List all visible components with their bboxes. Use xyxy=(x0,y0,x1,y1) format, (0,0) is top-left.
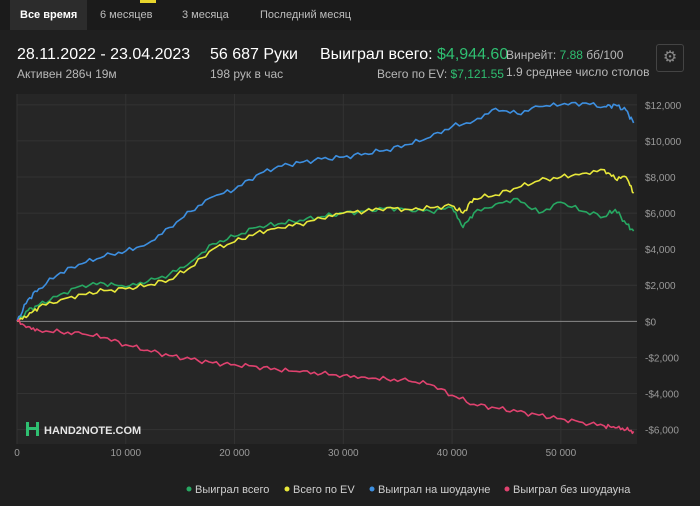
legend-label-2: Всего по EV xyxy=(293,484,355,496)
hands-per-hour: 198 рук в час xyxy=(210,67,284,81)
legend-marker-4 xyxy=(504,486,510,492)
legend-label-3: Выиграл на шоудауне xyxy=(378,484,490,496)
y-tick-label: $12,000 xyxy=(645,101,682,112)
plot-area xyxy=(17,94,637,444)
legend-label-4: Выиграл без шоудауна xyxy=(513,484,631,496)
hand2note-logo-icon: HAND2NOTE.COM xyxy=(26,422,141,437)
y-tick-label: $4,000 xyxy=(645,245,676,256)
legend-label-1: Выиграл всего xyxy=(195,484,269,496)
tab-6-months[interactable]: 6 месяцев xyxy=(100,9,153,21)
ev-total: Всего по EV: $7,121.55 xyxy=(377,67,504,81)
y-axis-ticks: -$6,000 -$4,000 -$2,000 $0 $2,000 $4,000 $6,00… xyxy=(645,101,682,437)
won-total: Выиграл всего: $4,944.60 xyxy=(320,46,508,64)
legend-marker-2 xyxy=(284,486,290,492)
winrate: Винрейт: 7.88 бб/100 xyxy=(506,48,623,62)
winrate-value: 7.88 xyxy=(559,48,583,62)
series-line-4 xyxy=(16,319,635,435)
ev-label: Всего по EV: xyxy=(377,67,448,81)
chart-svg: 0 10 000 20 000 30 000 40 000 50 000 -$6,000-… xyxy=(14,94,682,496)
x-tick-label: 10 000 xyxy=(110,448,141,459)
y-tick-label: $10,000 xyxy=(645,137,682,148)
logo-text: HAND2NOTE.COM xyxy=(44,425,141,437)
y-tick-label: -$2,000 xyxy=(645,353,679,364)
logo-bar-mid xyxy=(26,427,39,430)
x-tick-label: 20 000 xyxy=(219,448,250,459)
tab-active-marker xyxy=(140,0,156,3)
gear-icon[interactable]: ⚙ xyxy=(656,44,684,72)
chart-legend: Выиграл всего Всего по EV Выиграл на шоуда… xyxy=(186,484,631,496)
tab-3-months[interactable]: 3 месяца xyxy=(182,9,229,21)
avg-tables: 1.9 среднее число столов xyxy=(506,65,650,79)
x-tick-label: 50 000 xyxy=(546,448,577,459)
tab-all-time[interactable]: Все время xyxy=(10,0,88,30)
tab-last-month[interactable]: Последний месяц xyxy=(260,9,352,21)
winrate-label: Винрейт: xyxy=(506,48,557,62)
period-range: 28.11.2022 - 23.04.2023 xyxy=(17,46,191,63)
chart-grid xyxy=(16,94,637,444)
chart-series xyxy=(16,101,635,435)
won-total-value: $4,944.60 xyxy=(437,46,509,63)
legend-marker-1 xyxy=(186,486,192,492)
x-tick-label: 40 000 xyxy=(437,448,468,459)
y-tick-label: $0 xyxy=(645,317,657,328)
profit-chart: 0 10 000 20 000 30 000 40 000 50 000 -$6,000-… xyxy=(0,94,700,501)
active-time: Активен 286ч 19м xyxy=(17,67,117,81)
ev-value: $7,121.55 xyxy=(450,67,504,81)
period-tabs: Все время 6 месяцев 3 месяца Последний м… xyxy=(0,0,700,30)
won-total-label: Выиграл всего: xyxy=(320,46,433,63)
hands-count: 56 687 Руки xyxy=(210,46,298,63)
stats-panel: 28.11.2022 - 23.04.2023 Активен 286ч 19м… xyxy=(0,30,700,92)
series-line-3 xyxy=(16,101,635,322)
x-tick-label: 30 000 xyxy=(328,448,359,459)
winrate-unit: бб/100 xyxy=(586,48,624,62)
legend-marker-3 xyxy=(369,486,375,492)
series-line-2 xyxy=(16,168,635,323)
y-tick-label: $2,000 xyxy=(645,281,676,292)
y-tick-label: -$4,000 xyxy=(645,389,679,400)
x-tick-label: 0 xyxy=(14,448,20,459)
y-tick-label: -$6,000 xyxy=(645,426,679,437)
x-axis-ticks: 0 10 000 20 000 30 000 40 000 50 000 xyxy=(14,448,576,459)
y-tick-label: $8,000 xyxy=(645,173,676,184)
y-tick-label: $6,000 xyxy=(645,209,676,220)
